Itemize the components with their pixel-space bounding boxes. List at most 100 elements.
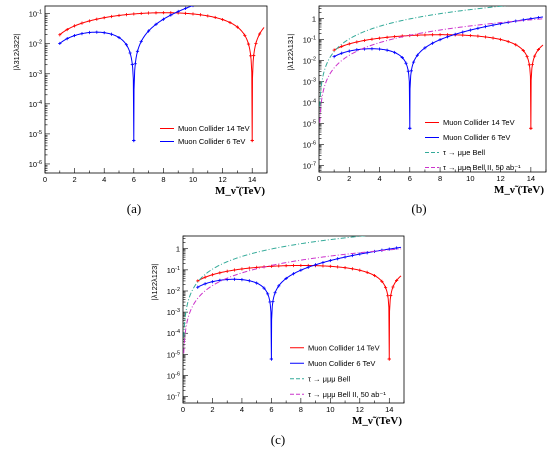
- data-point: [525, 55, 529, 59]
- data-point: [529, 126, 533, 130]
- data-point: [343, 266, 347, 270]
- data-point: [533, 54, 537, 58]
- legend: Muon Collider 14 TeV Muon Collider 6 TeV: [160, 124, 250, 146]
- data-point: [161, 11, 165, 15]
- data-point: [198, 13, 202, 17]
- legend-label: τ → μμμ Bell II, 50 ab⁻¹: [308, 390, 386, 399]
- data-point: [409, 69, 413, 73]
- data-point: [347, 42, 351, 46]
- data-point: [110, 32, 114, 36]
- data-point: [130, 62, 134, 67]
- data-point: [213, 15, 217, 20]
- data-point: [530, 63, 534, 67]
- data-point: [393, 50, 397, 55]
- data-point: [65, 37, 69, 41]
- series-line-4: [319, 18, 544, 123]
- data-point: [218, 278, 222, 282]
- data-point: [423, 46, 427, 50]
- data-point: [87, 30, 91, 35]
- data-point: [184, 11, 188, 15]
- data-point: [365, 251, 369, 255]
- data-point: [415, 33, 419, 37]
- x-tick-label: 4: [102, 175, 106, 184]
- data-point: [262, 286, 266, 290]
- data-point: [110, 14, 114, 19]
- data-point: [254, 41, 258, 45]
- data-point: [58, 41, 62, 46]
- data-point: [221, 17, 225, 22]
- y-tick-label: 10-7: [167, 393, 180, 402]
- data-point: [154, 22, 158, 26]
- data-point: [277, 264, 281, 268]
- y-tick-label: 10-2: [167, 287, 180, 296]
- data-point: [430, 41, 435, 45]
- legend-label: Muon Collider 14 TeV: [443, 118, 515, 127]
- x-tick-label: 8: [299, 405, 303, 414]
- data-point: [210, 273, 215, 277]
- data-point: [387, 357, 391, 361]
- y-tick-label: 10-6: [29, 160, 42, 169]
- x-tick-label: 8: [161, 175, 165, 184]
- x-axis-label: M_ν̃ (TeV): [494, 184, 544, 196]
- x-tick-label: 10: [466, 174, 474, 183]
- legend-label: Muon Collider 6 TeV: [178, 137, 245, 146]
- x-tick-label: 14: [248, 175, 256, 184]
- data-point: [389, 293, 393, 298]
- x-tick-label: 6: [269, 405, 273, 414]
- data-point: [102, 16, 106, 20]
- legend-label: Muon Collider 14 TeV: [178, 124, 250, 133]
- data-point: [423, 33, 427, 37]
- y-tick-label: 10-2: [29, 40, 42, 49]
- x-tick-label: 2: [347, 174, 351, 183]
- data-point: [506, 39, 510, 44]
- legend: Muon Collider 14 TeV Muon Collider 6 TeV τ…: [425, 118, 521, 172]
- data-point: [95, 30, 99, 34]
- data-point: [404, 61, 408, 65]
- data-point: [391, 285, 395, 289]
- plot-frame: [182, 235, 405, 404]
- legend-label: τ → μμe Bell: [443, 148, 485, 157]
- data-point: [355, 48, 359, 52]
- data-point: [377, 36, 382, 40]
- data-point: [124, 43, 128, 47]
- y-tick-label: 10-4: [167, 329, 180, 338]
- y-tick-label: 10-5: [167, 350, 180, 359]
- data-point: [191, 12, 195, 16]
- legend-label: τ → μμμ Bell: [308, 374, 351, 383]
- x-tick-label: 0: [181, 405, 185, 414]
- data-point: [102, 31, 106, 35]
- data-point: [218, 271, 222, 275]
- data-point: [199, 1, 202, 4]
- data-point: [169, 13, 173, 17]
- data-point: [73, 33, 77, 38]
- data-point: [461, 33, 465, 37]
- y-tick-label: 10-7: [303, 162, 316, 171]
- data-point: [336, 265, 340, 269]
- data-point: [343, 255, 347, 259]
- data-point: [358, 268, 362, 272]
- data-point: [499, 37, 503, 42]
- data-point: [453, 32, 457, 36]
- data-point: [438, 33, 442, 37]
- data-point: [132, 138, 136, 143]
- data-point: [255, 281, 259, 285]
- legend-label: τ → μμe Bell II, 50 ab⁻¹: [443, 163, 521, 172]
- subfigure-caption: (c): [271, 432, 285, 447]
- chart-panel-1: 0 2 4 6 8 10 12 14 10-6 10-5 10-4 10-3 10-2 10-1 |λ312…: [12, 1, 268, 216]
- data-point: [203, 282, 207, 286]
- data-point: [491, 36, 495, 40]
- plot-area: [319, 6, 544, 130]
- data-point: [128, 51, 132, 55]
- x-tick-label: 12: [356, 405, 364, 414]
- x-tick-label: 4: [240, 405, 244, 414]
- data-point: [380, 279, 384, 284]
- plot-frame: [318, 5, 547, 173]
- y-tick-label: 10-6: [167, 372, 180, 381]
- data-point: [383, 285, 388, 290]
- data-point: [124, 13, 128, 17]
- data-point: [328, 258, 332, 263]
- data-point: [314, 263, 318, 267]
- y-axis-label: |λ122λ123|: [150, 264, 159, 300]
- data-point: [372, 273, 377, 278]
- data-point: [321, 264, 325, 268]
